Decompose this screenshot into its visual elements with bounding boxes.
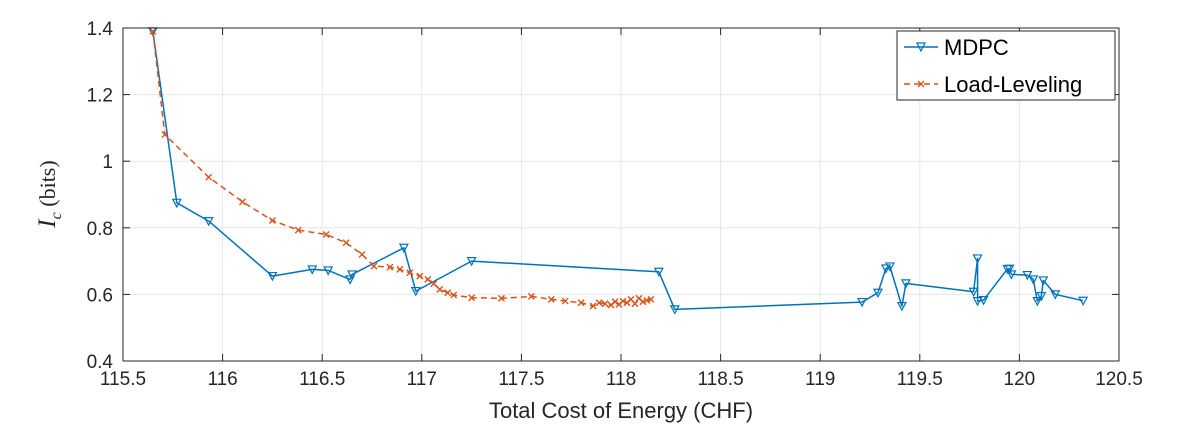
data-point-mdpc — [398, 243, 409, 254]
data-point-mdpc — [1078, 296, 1089, 307]
x-tick-label: 116.5 — [299, 369, 345, 390]
y-tick-label: 1.4 — [87, 19, 114, 40]
data-point-load-leveling — [430, 280, 438, 288]
data-point-load-leveling — [436, 285, 444, 293]
data-point-load-leveling — [444, 289, 452, 297]
data-point-mdpc — [1006, 270, 1017, 280]
data-point-load-leveling — [527, 292, 535, 300]
data-point-load-leveling — [468, 294, 476, 302]
data-point-mdpc — [1004, 264, 1015, 275]
data-point-mdpc — [171, 198, 182, 209]
data-point-load-leveling — [611, 298, 619, 306]
data-point-mdpc — [1050, 290, 1061, 300]
y-tick-label: 0.4 — [87, 352, 114, 373]
data-point-load-leveling — [601, 300, 609, 308]
data-point-load-leveling — [631, 300, 639, 308]
x-tick-label: 120 — [1004, 369, 1036, 390]
data-point-mdpc — [872, 288, 883, 299]
data-point-mdpc — [896, 301, 907, 312]
data-point-mdpc — [1036, 291, 1047, 302]
data-point-load-leveling — [595, 299, 603, 307]
data-point-mdpc — [307, 265, 318, 275]
series-layer — [147, 27, 1089, 315]
x-axis: 115.5 116 116.5 117 117.5 118 118.5 119 119.5 120… — [100, 28, 1143, 390]
y-tick-label: 0.6 — [87, 285, 113, 306]
data-point-load-leveling — [370, 262, 378, 270]
data-point-load-leveling — [577, 299, 585, 307]
x-tick-label: 118.5 — [698, 369, 744, 390]
data-point-mdpc — [884, 262, 895, 272]
x-tick-label: 118 — [606, 369, 636, 390]
data-point-mdpc — [972, 254, 983, 264]
x-tick-label: 120.5 — [1095, 369, 1143, 390]
data-point-load-leveling — [589, 302, 597, 310]
data-point-mdpc — [267, 271, 278, 282]
data-point-load-leveling — [205, 173, 213, 181]
x-axis-label: Total Cost of Energy (CHF) — [489, 398, 753, 423]
y-axis: 0.4 0.6 0.8 1 1.2 1.4 — [87, 19, 1119, 373]
data-point-load-leveling — [322, 230, 330, 238]
data-point-load-leveling — [386, 263, 394, 271]
y-tick-label: 1 — [102, 152, 113, 173]
data-point-mdpc — [669, 305, 680, 315]
data-point-load-leveling — [619, 297, 627, 305]
data-point-mdpc — [900, 279, 911, 289]
data-point-load-leveling — [406, 269, 414, 277]
data-point-mdpc — [410, 286, 421, 297]
series-mdpc — [147, 27, 1089, 315]
data-point-mdpc — [880, 264, 891, 274]
legend-mdpc-marker — [916, 42, 926, 53]
legend-mdpc-label: MDPC — [944, 35, 1009, 60]
y-tick-label: 1.2 — [87, 86, 113, 107]
legend-box — [896, 30, 1116, 101]
data-point-mdpc — [323, 266, 334, 276]
legend: MDPC Load-Leveling — [896, 30, 1116, 101]
data-point-load-leveling — [268, 216, 276, 224]
data-point-mdpc — [1032, 296, 1043, 307]
data-point-mdpc — [203, 217, 214, 227]
data-point-mdpc — [347, 270, 358, 280]
data-point-load-leveling — [358, 250, 366, 258]
data-point-load-leveling — [416, 272, 424, 280]
data-point-load-leveling — [149, 27, 157, 35]
x-tick-label: 115.5 — [100, 369, 146, 390]
data-point-load-leveling — [561, 297, 569, 305]
x-tick-label: 116 — [207, 369, 237, 390]
data-point-mdpc — [968, 287, 979, 298]
x-tick-label: 119 — [805, 369, 835, 390]
data-point-mdpc — [653, 267, 664, 278]
data-point-load-leveling — [424, 275, 432, 283]
legend-load-leveling-label: Load-Leveling — [944, 72, 1082, 97]
data-point-load-leveling — [342, 239, 350, 247]
data-point-load-leveling — [161, 131, 169, 139]
x-tick-label: 117 — [407, 369, 437, 390]
x-tick-label: 119.5 — [897, 369, 943, 390]
data-point-load-leveling — [547, 295, 555, 303]
data-point-load-leveling — [450, 291, 458, 299]
series-load-leveling — [149, 27, 655, 310]
data-point-mdpc — [972, 296, 983, 307]
y-tick-label: 0.8 — [87, 219, 113, 240]
data-point-mdpc — [1038, 276, 1049, 286]
data-point-load-leveling — [239, 198, 247, 206]
data-point-load-leveling — [647, 295, 655, 303]
data-point-load-leveling — [639, 298, 647, 306]
y-axis-label: Ic (bits) — [34, 160, 65, 228]
y-axis-label-symbol: I — [34, 218, 61, 229]
series-line-mdpc — [152, 31, 1084, 311]
y-axis-label-unit: (bits) — [35, 160, 60, 212]
data-point-load-leveling — [294, 226, 302, 234]
data-point-mdpc — [978, 295, 989, 306]
data-point-mdpc — [857, 297, 868, 308]
data-point-mdpc — [466, 257, 477, 267]
data-point-load-leveling — [396, 265, 404, 273]
data-point-mdpc — [1028, 275, 1039, 285]
x-tick-label: 117.5 — [498, 369, 544, 390]
legend-load-leveling-marker — [917, 80, 925, 88]
y-axis-label-subscript: c — [48, 212, 65, 219]
data-point-load-leveling — [497, 294, 505, 302]
